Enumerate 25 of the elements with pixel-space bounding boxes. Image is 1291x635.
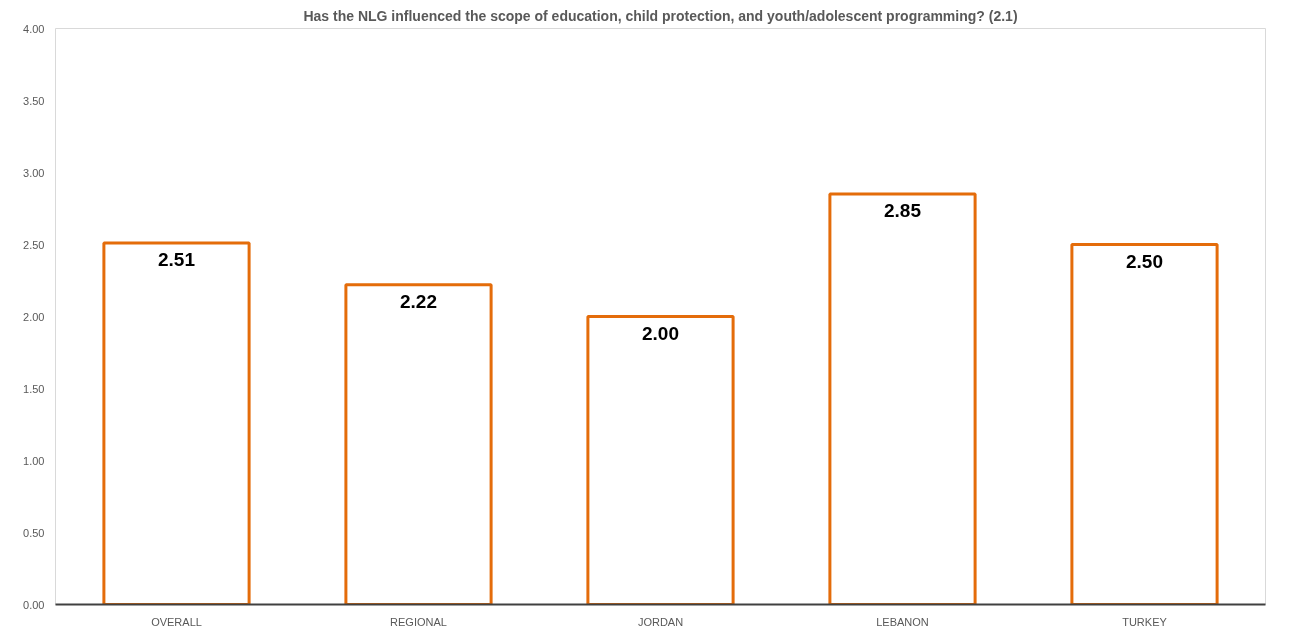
bar bbox=[102, 241, 251, 605]
bar bbox=[344, 283, 493, 605]
bar bbox=[1070, 243, 1219, 605]
y-tick-label: 2.00 bbox=[23, 310, 45, 323]
y-tick-label: 3.00 bbox=[23, 166, 45, 179]
bar bbox=[586, 315, 735, 605]
y-tick-label: 3.50 bbox=[23, 94, 45, 107]
x-tick-label: TURKEY bbox=[1122, 615, 1168, 628]
x-tick-label: LEBANON bbox=[876, 615, 929, 628]
bar bbox=[828, 192, 977, 605]
data-label: 2.50 bbox=[1126, 250, 1163, 272]
chart-title: Has the NLG influenced the scope of education, child protection, and youth/adolescent programming? (2.1) bbox=[303, 7, 1018, 24]
data-label: 2.51 bbox=[158, 249, 196, 271]
y-tick-label: 2.50 bbox=[23, 238, 45, 251]
data-label: 2.85 bbox=[884, 200, 922, 222]
y-tick-label: 0.00 bbox=[23, 598, 45, 611]
data-label: 2.00 bbox=[642, 322, 679, 344]
y-tick-label: 1.50 bbox=[23, 382, 45, 395]
x-tick-label: OVERALL bbox=[151, 615, 202, 628]
y-tick-label: 0.50 bbox=[23, 526, 45, 539]
y-tick-label: 4.00 bbox=[23, 22, 45, 35]
y-tick-label: 1.00 bbox=[23, 454, 45, 467]
x-tick-label: REGIONAL bbox=[390, 615, 447, 628]
x-tick-label: JORDAN bbox=[637, 615, 684, 628]
data-label: 2.22 bbox=[400, 290, 437, 312]
